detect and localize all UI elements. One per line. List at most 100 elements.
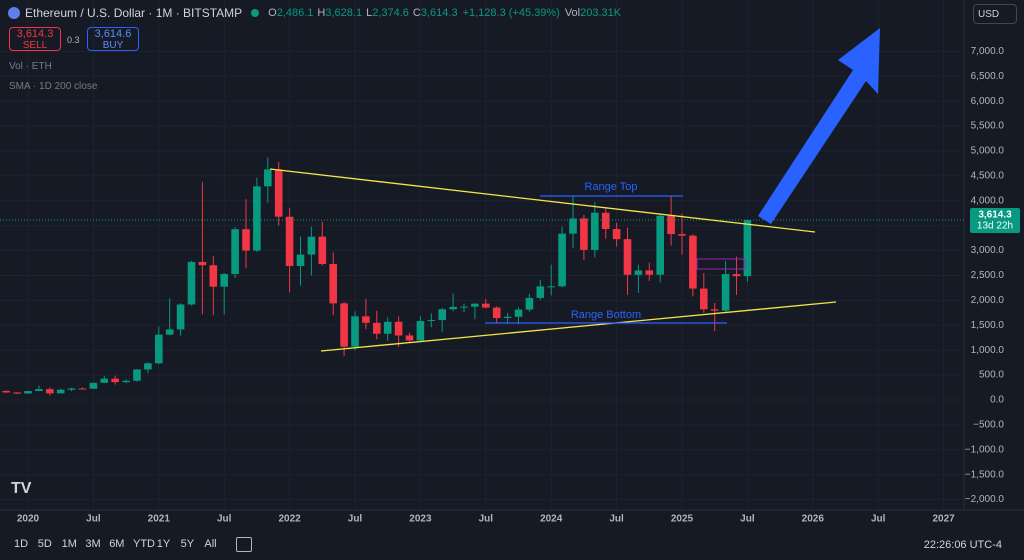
candle-body: [732, 274, 741, 277]
clock: 22:26:06 UTC-4: [923, 539, 1002, 551]
candle-body: [503, 316, 512, 319]
candle-body: [155, 334, 163, 364]
y-tick-label: 1,500.0: [971, 320, 1005, 331]
candle-body: [634, 270, 643, 275]
range-button[interactable]: All: [204, 538, 217, 550]
candle-body: [710, 309, 719, 311]
candles: [0, 157, 964, 396]
candle-body: [46, 389, 54, 394]
candle-body: [405, 335, 414, 341]
ohlc-label: L: [366, 7, 373, 19]
x-tick-label: Jul: [479, 514, 494, 525]
trendline: [269, 168, 816, 233]
y-tick-label: 3,000.0: [971, 245, 1005, 256]
indicator[interactable]: SMA · 1D 200 close: [9, 81, 98, 92]
candle-body: [35, 389, 43, 392]
y-tick-label: 4,000.0: [971, 195, 1005, 206]
range-button[interactable]: 6M: [109, 538, 125, 550]
change: +1,128.3 (+45.39%): [462, 7, 560, 19]
candle-body: [296, 254, 305, 267]
range-button[interactable]: 5D: [37, 538, 52, 550]
ohlc-value: 2,374.6: [372, 7, 409, 19]
ohlc-value: 3,614.3: [420, 7, 458, 19]
x-tick-label: Jul: [217, 514, 232, 525]
candle-body: [231, 229, 239, 274]
sell-label: SELL: [22, 40, 48, 51]
candle-body: [547, 286, 555, 288]
y-tick-label: 2,000.0: [971, 295, 1005, 306]
symbol-icon: [8, 7, 20, 19]
candle-body: [514, 309, 523, 317]
x-tick-label: Jul: [86, 514, 101, 525]
candle-body: [165, 329, 174, 335]
annotation: Range Bottom: [571, 309, 641, 321]
candle-body: [656, 215, 664, 275]
grid: [0, 0, 964, 510]
logo-mark: TV: [11, 480, 32, 497]
buy-label: BUY: [102, 40, 124, 51]
candle-body: [689, 235, 697, 289]
symbol-title[interactable]: Ethereum / U.S. Dollar · 1M · BITSTAMP: [25, 6, 243, 20]
candle-body: [176, 304, 185, 330]
buy-button[interactable]: 3,614.6 BUY: [87, 27, 139, 51]
candle-body: [394, 321, 403, 336]
x-tick-label: 2027: [932, 514, 955, 525]
axes: −2,000.0 −1,500.0 −1,000.0 −500.0 0.0 500.0 1,…: [17, 46, 1020, 525]
ohlc-value: 3,628.1: [325, 7, 363, 19]
x-tick-label: 2022: [278, 514, 301, 525]
y-tick-label: −1,000.0: [965, 444, 1005, 455]
vol-label: Vol: [564, 7, 581, 19]
candle-body: [721, 274, 730, 311]
candle-body: [318, 236, 327, 265]
candle-body: [307, 236, 316, 255]
indicator[interactable]: Vol · ETH: [9, 61, 52, 72]
candle-body: [612, 229, 621, 240]
candle-body: [558, 233, 566, 287]
candle-body: [645, 270, 654, 275]
range-button[interactable]: 1D: [14, 538, 29, 550]
range-button[interactable]: 3M: [85, 538, 101, 550]
ohlc-label: H: [317, 7, 326, 19]
candle-body: [122, 380, 130, 383]
candle-body: [482, 303, 490, 308]
candle-body: [329, 264, 337, 304]
candle-body: [362, 316, 370, 323]
candle-body: [13, 392, 21, 394]
zone-box: [696, 258, 746, 270]
candle-body: [569, 218, 577, 234]
range-button[interactable]: 1M: [61, 538, 77, 550]
currency-select[interactable]: USD: [973, 4, 1017, 24]
x-tick-label: Jul: [609, 514, 624, 525]
sell-button[interactable]: 3,614.3 SELL: [9, 27, 61, 51]
candle-body: [2, 390, 11, 393]
candle-body: [471, 303, 479, 307]
y-tick-label: 5,000.0: [971, 146, 1005, 157]
candle-body: [144, 363, 152, 370]
candle-body: [427, 320, 436, 322]
buy-price: 3,614.6: [94, 28, 132, 40]
x-tick-label: Jul: [740, 514, 755, 525]
range-button[interactable]: 1Y: [156, 538, 171, 550]
candle-body: [187, 261, 196, 305]
y-tick-label: 0.0: [990, 395, 1004, 406]
x-tick-label: 2023: [409, 514, 432, 525]
candle-body: [449, 306, 457, 310]
candle-body: [438, 309, 446, 321]
y-tick-label: 4,500.0: [971, 171, 1005, 182]
candle-body: [525, 297, 534, 310]
market-status: [251, 9, 260, 17]
candle-body: [416, 321, 425, 341]
candle-body: [220, 273, 228, 287]
range-button[interactable]: YTD: [133, 538, 155, 550]
price-label: 3,614.3: [978, 210, 1012, 221]
candle-body: [492, 307, 501, 319]
candle-body: [198, 261, 207, 266]
x-tick-label: 2025: [671, 514, 694, 525]
date-range-icon[interactable]: [236, 537, 252, 552]
candle-body: [56, 389, 65, 394]
sell-price: 3,614.3: [16, 28, 54, 40]
candle-body: [383, 321, 392, 334]
y-tick-label: 6,000.0: [971, 96, 1005, 107]
range-button[interactable]: 5Y: [180, 538, 195, 550]
